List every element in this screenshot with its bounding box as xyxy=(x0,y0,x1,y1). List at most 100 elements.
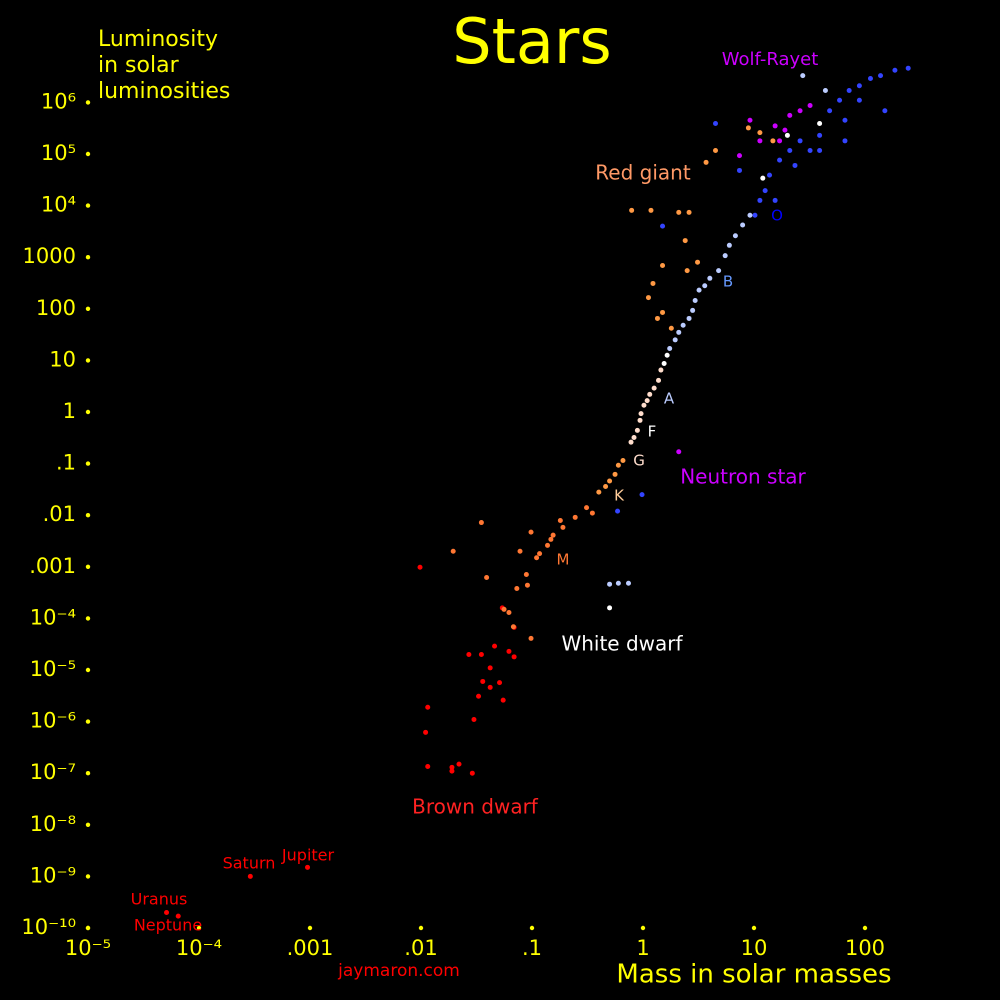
star-point xyxy=(550,532,556,538)
star-point xyxy=(450,548,456,554)
annotation: F xyxy=(648,423,657,441)
x-tick xyxy=(418,925,424,931)
star-point xyxy=(660,223,666,229)
x-tick-label: 10⁻⁴ xyxy=(176,936,222,960)
annotation: M xyxy=(557,551,570,569)
star-point xyxy=(752,212,758,218)
star-point xyxy=(523,571,529,577)
star-point xyxy=(631,435,637,441)
star-point xyxy=(534,555,540,561)
star-point xyxy=(878,73,884,79)
star-point xyxy=(667,346,673,352)
star-point xyxy=(856,83,862,89)
y-tick xyxy=(85,358,91,363)
star-point xyxy=(684,268,690,274)
y-axis-label: Luminosity xyxy=(98,27,218,52)
star-point xyxy=(514,585,520,591)
star-point xyxy=(647,391,653,397)
star-point xyxy=(650,280,656,286)
star-point xyxy=(584,505,590,511)
star-point xyxy=(722,253,728,259)
star-point xyxy=(620,457,626,463)
star-point xyxy=(837,97,843,103)
star-point xyxy=(713,147,719,153)
star-point xyxy=(686,315,692,321)
y-tick xyxy=(85,306,91,311)
y-tick-label: 10⁻¹⁰ xyxy=(21,915,76,939)
y-tick xyxy=(85,874,91,879)
star-point xyxy=(480,678,486,684)
star-point xyxy=(661,361,667,367)
annotation: Uranus xyxy=(131,890,188,909)
annotation: Wolf-Rayet xyxy=(722,49,819,70)
annotation: O xyxy=(771,207,783,225)
star-point xyxy=(800,73,806,79)
star-point xyxy=(603,483,609,489)
x-tick-label: 10⁻⁵ xyxy=(65,936,111,960)
star-point xyxy=(476,693,482,699)
x-tick xyxy=(640,925,646,931)
star-point xyxy=(782,127,788,133)
star-point xyxy=(589,510,595,516)
credit: jaymaron.com xyxy=(337,961,460,981)
star-point xyxy=(651,385,657,391)
y-tick xyxy=(85,513,91,518)
star-point xyxy=(822,88,828,94)
star-point xyxy=(510,624,516,630)
star-point xyxy=(772,197,778,203)
star-point xyxy=(777,157,783,163)
star-point xyxy=(492,643,498,649)
annotation: A xyxy=(664,390,675,408)
star-point xyxy=(528,635,534,641)
star-point xyxy=(664,352,670,358)
star-point xyxy=(637,417,643,423)
y-tick xyxy=(85,822,91,827)
star-point xyxy=(856,97,862,103)
star-point xyxy=(867,76,873,82)
star-point xyxy=(506,610,512,616)
star-point xyxy=(682,238,688,244)
star-point xyxy=(690,307,696,313)
star-point xyxy=(905,65,911,71)
star-point xyxy=(625,580,631,586)
star-point xyxy=(760,175,766,181)
y-tick xyxy=(85,409,91,415)
star-point xyxy=(639,492,645,498)
star-point xyxy=(524,582,530,588)
star-point xyxy=(537,551,543,557)
star-point xyxy=(757,138,763,144)
star-point xyxy=(449,768,455,774)
annotation: K xyxy=(614,487,625,505)
star-point xyxy=(842,117,848,123)
star-point xyxy=(511,654,517,660)
star-point xyxy=(545,542,551,548)
annotation: Saturn xyxy=(223,854,276,873)
x-tick xyxy=(85,925,91,931)
star-point xyxy=(528,529,534,535)
y-tick xyxy=(85,564,91,569)
y-axis-label: in solar xyxy=(98,53,180,78)
y-tick-label: 1000 xyxy=(23,244,76,268)
star-point xyxy=(648,207,654,213)
annotation: Brown dwarf xyxy=(412,795,539,819)
star-point xyxy=(747,117,753,123)
star-point xyxy=(425,704,431,710)
star-point xyxy=(817,147,823,153)
y-axis-label: luminosities xyxy=(98,79,230,104)
star-point xyxy=(703,159,709,165)
star-point xyxy=(797,108,803,114)
star-point xyxy=(175,913,181,919)
star-point xyxy=(660,309,666,315)
star-point xyxy=(557,517,563,523)
star-point xyxy=(817,121,823,127)
star-point xyxy=(615,508,621,514)
star-point xyxy=(702,283,708,289)
star-point xyxy=(607,605,613,611)
y-tick-label: .01 xyxy=(43,502,76,526)
star-point xyxy=(500,697,506,703)
star-point xyxy=(807,103,813,109)
star-point xyxy=(716,268,722,274)
x-tick xyxy=(307,925,313,931)
y-tick xyxy=(85,461,91,466)
